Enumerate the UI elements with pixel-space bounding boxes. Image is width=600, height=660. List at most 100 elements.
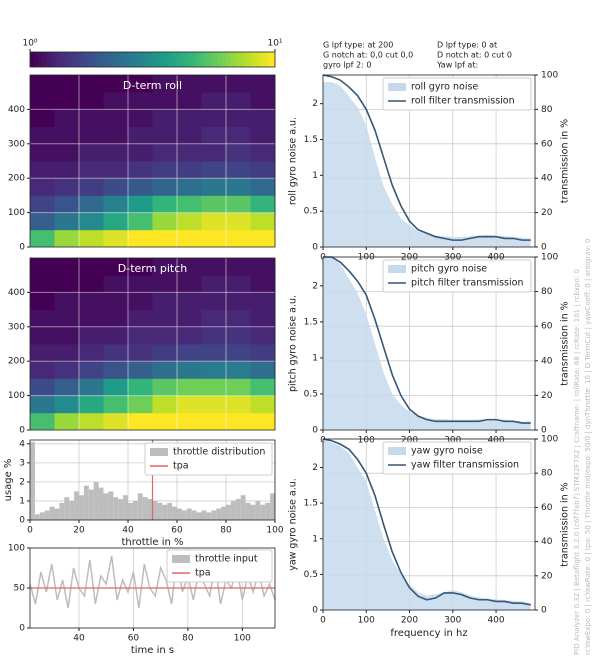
colorbar-cell <box>226 52 231 67</box>
heatmap-cell <box>79 378 104 396</box>
heatmap-cell <box>128 292 153 310</box>
histogram-bar <box>172 506 177 520</box>
info-text: G notch at: 0,0 cut 0,0 <box>323 51 413 60</box>
histogram-bar <box>59 502 65 520</box>
colorbar-cell <box>83 52 88 67</box>
heatmap-title: D-term roll <box>123 79 182 92</box>
y2-tick-label: 100 <box>541 435 558 445</box>
y2-tick-label: 100 <box>541 253 558 263</box>
heatmap-cell <box>201 161 227 179</box>
legend-label: yaw filter transmission <box>411 460 519 471</box>
histogram-bar <box>142 497 148 520</box>
histogram-bar <box>88 489 94 520</box>
heatmap-cell <box>79 326 104 345</box>
y-tick-label: 300 <box>8 322 25 332</box>
histogram-bar <box>206 512 212 520</box>
histogram-bar <box>240 495 246 520</box>
heatmap-cell <box>30 275 55 293</box>
heatmap-cell <box>250 126 276 145</box>
heatmap-cell <box>177 126 202 145</box>
colorbar-cell <box>136 52 141 67</box>
info-text: Yaw lpf at: <box>436 61 478 70</box>
heatmap-title: D-term pitch <box>118 262 187 275</box>
heatmap-cell <box>177 75 202 93</box>
heatmap-cell <box>226 126 251 145</box>
plot-frame <box>29 74 276 248</box>
y-tick-label: 1.5 <box>304 135 318 145</box>
heatmap-cell <box>54 92 80 110</box>
y-tick-label: 0.5 <box>304 570 318 580</box>
y-tick-label: 4 <box>19 439 25 449</box>
heatmap-cell <box>201 92 227 110</box>
heatmap-cell <box>152 292 178 310</box>
y-tick-label: 200 <box>8 357 25 367</box>
histogram-bar <box>245 502 251 520</box>
heatmap-cell <box>54 395 80 414</box>
side-text: PID Analyzer 0.32 | Betaflight 3.2.0 (c6… <box>573 269 581 655</box>
heatmap-cell <box>152 161 178 179</box>
legend-box <box>382 441 532 475</box>
heatmap-cell <box>226 229 251 248</box>
y2-tick-label: 60 <box>541 139 553 149</box>
colorbar-cell <box>270 52 276 67</box>
histogram-bar <box>64 497 70 520</box>
heatmap-cell <box>103 229 129 248</box>
transmission-line <box>322 74 531 241</box>
transmission-line <box>322 438 531 606</box>
heatmap-cell <box>201 378 227 396</box>
heatmap-cell <box>128 229 153 248</box>
heatmap-cell <box>54 161 80 179</box>
heatmap-cell <box>152 92 178 110</box>
heatmap-cell <box>54 212 80 231</box>
legend-box <box>382 259 532 293</box>
heatmap-cell <box>201 126 227 145</box>
histogram-bar <box>260 504 266 520</box>
heatmap-cell <box>30 412 55 431</box>
legend-box <box>166 549 273 583</box>
y-tick-label: 200 <box>8 174 25 184</box>
colorbar-cell <box>234 52 239 67</box>
heatmap-cell <box>226 143 251 162</box>
noise-area <box>323 82 531 248</box>
heatmap-cell <box>201 178 227 196</box>
heatmap-cell <box>201 292 227 310</box>
heatmap-cell <box>79 229 104 248</box>
y-tick-label: 0 <box>19 426 25 436</box>
y2-tick-label: 20 <box>541 208 553 218</box>
histogram-bar <box>250 504 256 520</box>
legend-swatch <box>388 265 406 273</box>
heatmap-cell <box>201 395 227 414</box>
noise-area <box>323 257 531 430</box>
legend-box <box>382 77 532 111</box>
colorbar-cell <box>172 52 178 67</box>
heatmap-cell <box>54 344 80 362</box>
y2-tick-label: 40 <box>541 356 553 366</box>
histogram-bar <box>270 493 275 520</box>
colorbar-cell <box>152 52 158 67</box>
colorbar-cell <box>201 52 207 67</box>
histogram-bar <box>83 485 89 520</box>
heatmap-cell <box>201 258 227 276</box>
colorbar-cell <box>140 52 145 67</box>
histogram-bar <box>186 508 192 520</box>
heatmap-cell <box>128 178 153 196</box>
heatmap-cell <box>177 361 202 379</box>
heatmap-cell <box>79 412 104 431</box>
x-tick-label: 60 <box>171 526 183 536</box>
colorbar-cell <box>99 52 104 67</box>
y-tick-label: 2 <box>312 281 318 291</box>
legend-label: roll filter transmission <box>411 96 515 107</box>
heatmap-cell <box>103 92 129 110</box>
heatmap-cell <box>30 361 55 379</box>
colorbar-tick-label: 10⁰ <box>22 39 37 49</box>
colorbar-cell <box>144 52 149 67</box>
y-tick-label: 3 <box>19 458 25 468</box>
y-tick-label: 1.5 <box>304 499 318 509</box>
colorbar-cell <box>50 52 55 67</box>
heatmap-cell <box>250 395 276 414</box>
x-tick-label: 40 <box>73 634 85 644</box>
colorbar-cell <box>148 52 153 67</box>
heatmap-cell <box>250 109 276 127</box>
heatmap-cell <box>128 326 153 345</box>
